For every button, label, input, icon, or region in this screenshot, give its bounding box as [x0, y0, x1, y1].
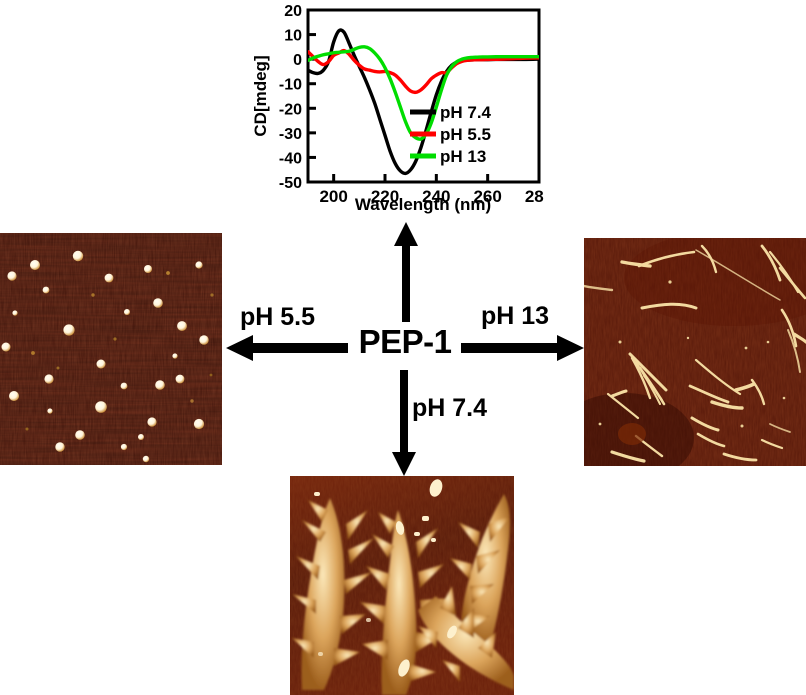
arrow-down-icon	[392, 370, 416, 476]
afm-dendritic-bundles	[292, 494, 514, 695]
y-tick--40: -40	[279, 150, 302, 167]
x-tick-labels: 200 220 240 260 280	[319, 187, 544, 206]
afm-image-ph13	[584, 238, 806, 466]
y-tick--30: -30	[279, 126, 302, 143]
y-tick--20: -20	[279, 101, 302, 118]
afm-image-ph74	[290, 476, 514, 695]
legend-label-0: pH 7.4	[440, 103, 492, 122]
afm-nanofibrils	[584, 244, 806, 463]
series-line-ph-13	[308, 45, 539, 141]
y-axis-label: CD[mdeg]	[252, 55, 270, 136]
ph-label-55: pH 5.5	[240, 303, 316, 331]
cd-chart-svg: 200 220 240 260 280 20 10 0 -10 -20 -30 -40 -50 pH …	[252, 3, 544, 214]
arrow-left-icon	[226, 335, 348, 361]
cd-spectra-chart: 200 220 240 260 280 20 10 0 -10 -20 -30 -40 -50 pH …	[252, 2, 544, 214]
legend-label-2: pH 13	[440, 147, 486, 166]
arrow-up-icon	[394, 222, 418, 322]
axis-ticks	[308, 8, 541, 184]
x-tick-260: 260	[473, 187, 501, 206]
y-tick-0: 0	[293, 52, 302, 69]
center-label-pep1: PEP-1	[358, 323, 452, 360]
ph-label-13: pH 13	[481, 302, 550, 330]
x-tick-240: 240	[422, 187, 450, 206]
afm-nanoparticles	[1, 250, 214, 463]
legend-label-1: pH 5.5	[440, 125, 491, 144]
x-tick-220: 220	[371, 187, 399, 206]
afm-image-ph55	[0, 233, 222, 465]
arrow-right-to-ph13-afm	[461, 334, 584, 362]
afm-bright-specks	[314, 479, 457, 677]
arrow-right-icon	[461, 335, 584, 361]
chart-curves	[308, 28, 539, 176]
y-tick--10: -10	[279, 77, 302, 94]
arrow-left-to-ph55-afm	[226, 334, 348, 362]
x-axis-label: Wavelength (nm)	[355, 195, 491, 214]
x-tick-280: 280	[525, 187, 544, 206]
y-tick-labels: 20 10 0 -10 -20 -30 -40 -50	[279, 3, 302, 192]
chart-legend: pH 7.4 pH 5.5 pH 13	[410, 103, 492, 166]
afm-fibril-specks	[598, 280, 786, 428]
y-tick--50: -50	[279, 175, 302, 192]
y-tick-10: 10	[284, 28, 302, 45]
arrow-up-to-cd-spectra	[393, 222, 419, 322]
x-tick-200: 200	[319, 187, 347, 206]
y-tick-20: 20	[284, 3, 302, 20]
ph-label-74: pH 7.4	[412, 394, 488, 422]
arrow-down-to-ph74-afm	[391, 370, 417, 476]
